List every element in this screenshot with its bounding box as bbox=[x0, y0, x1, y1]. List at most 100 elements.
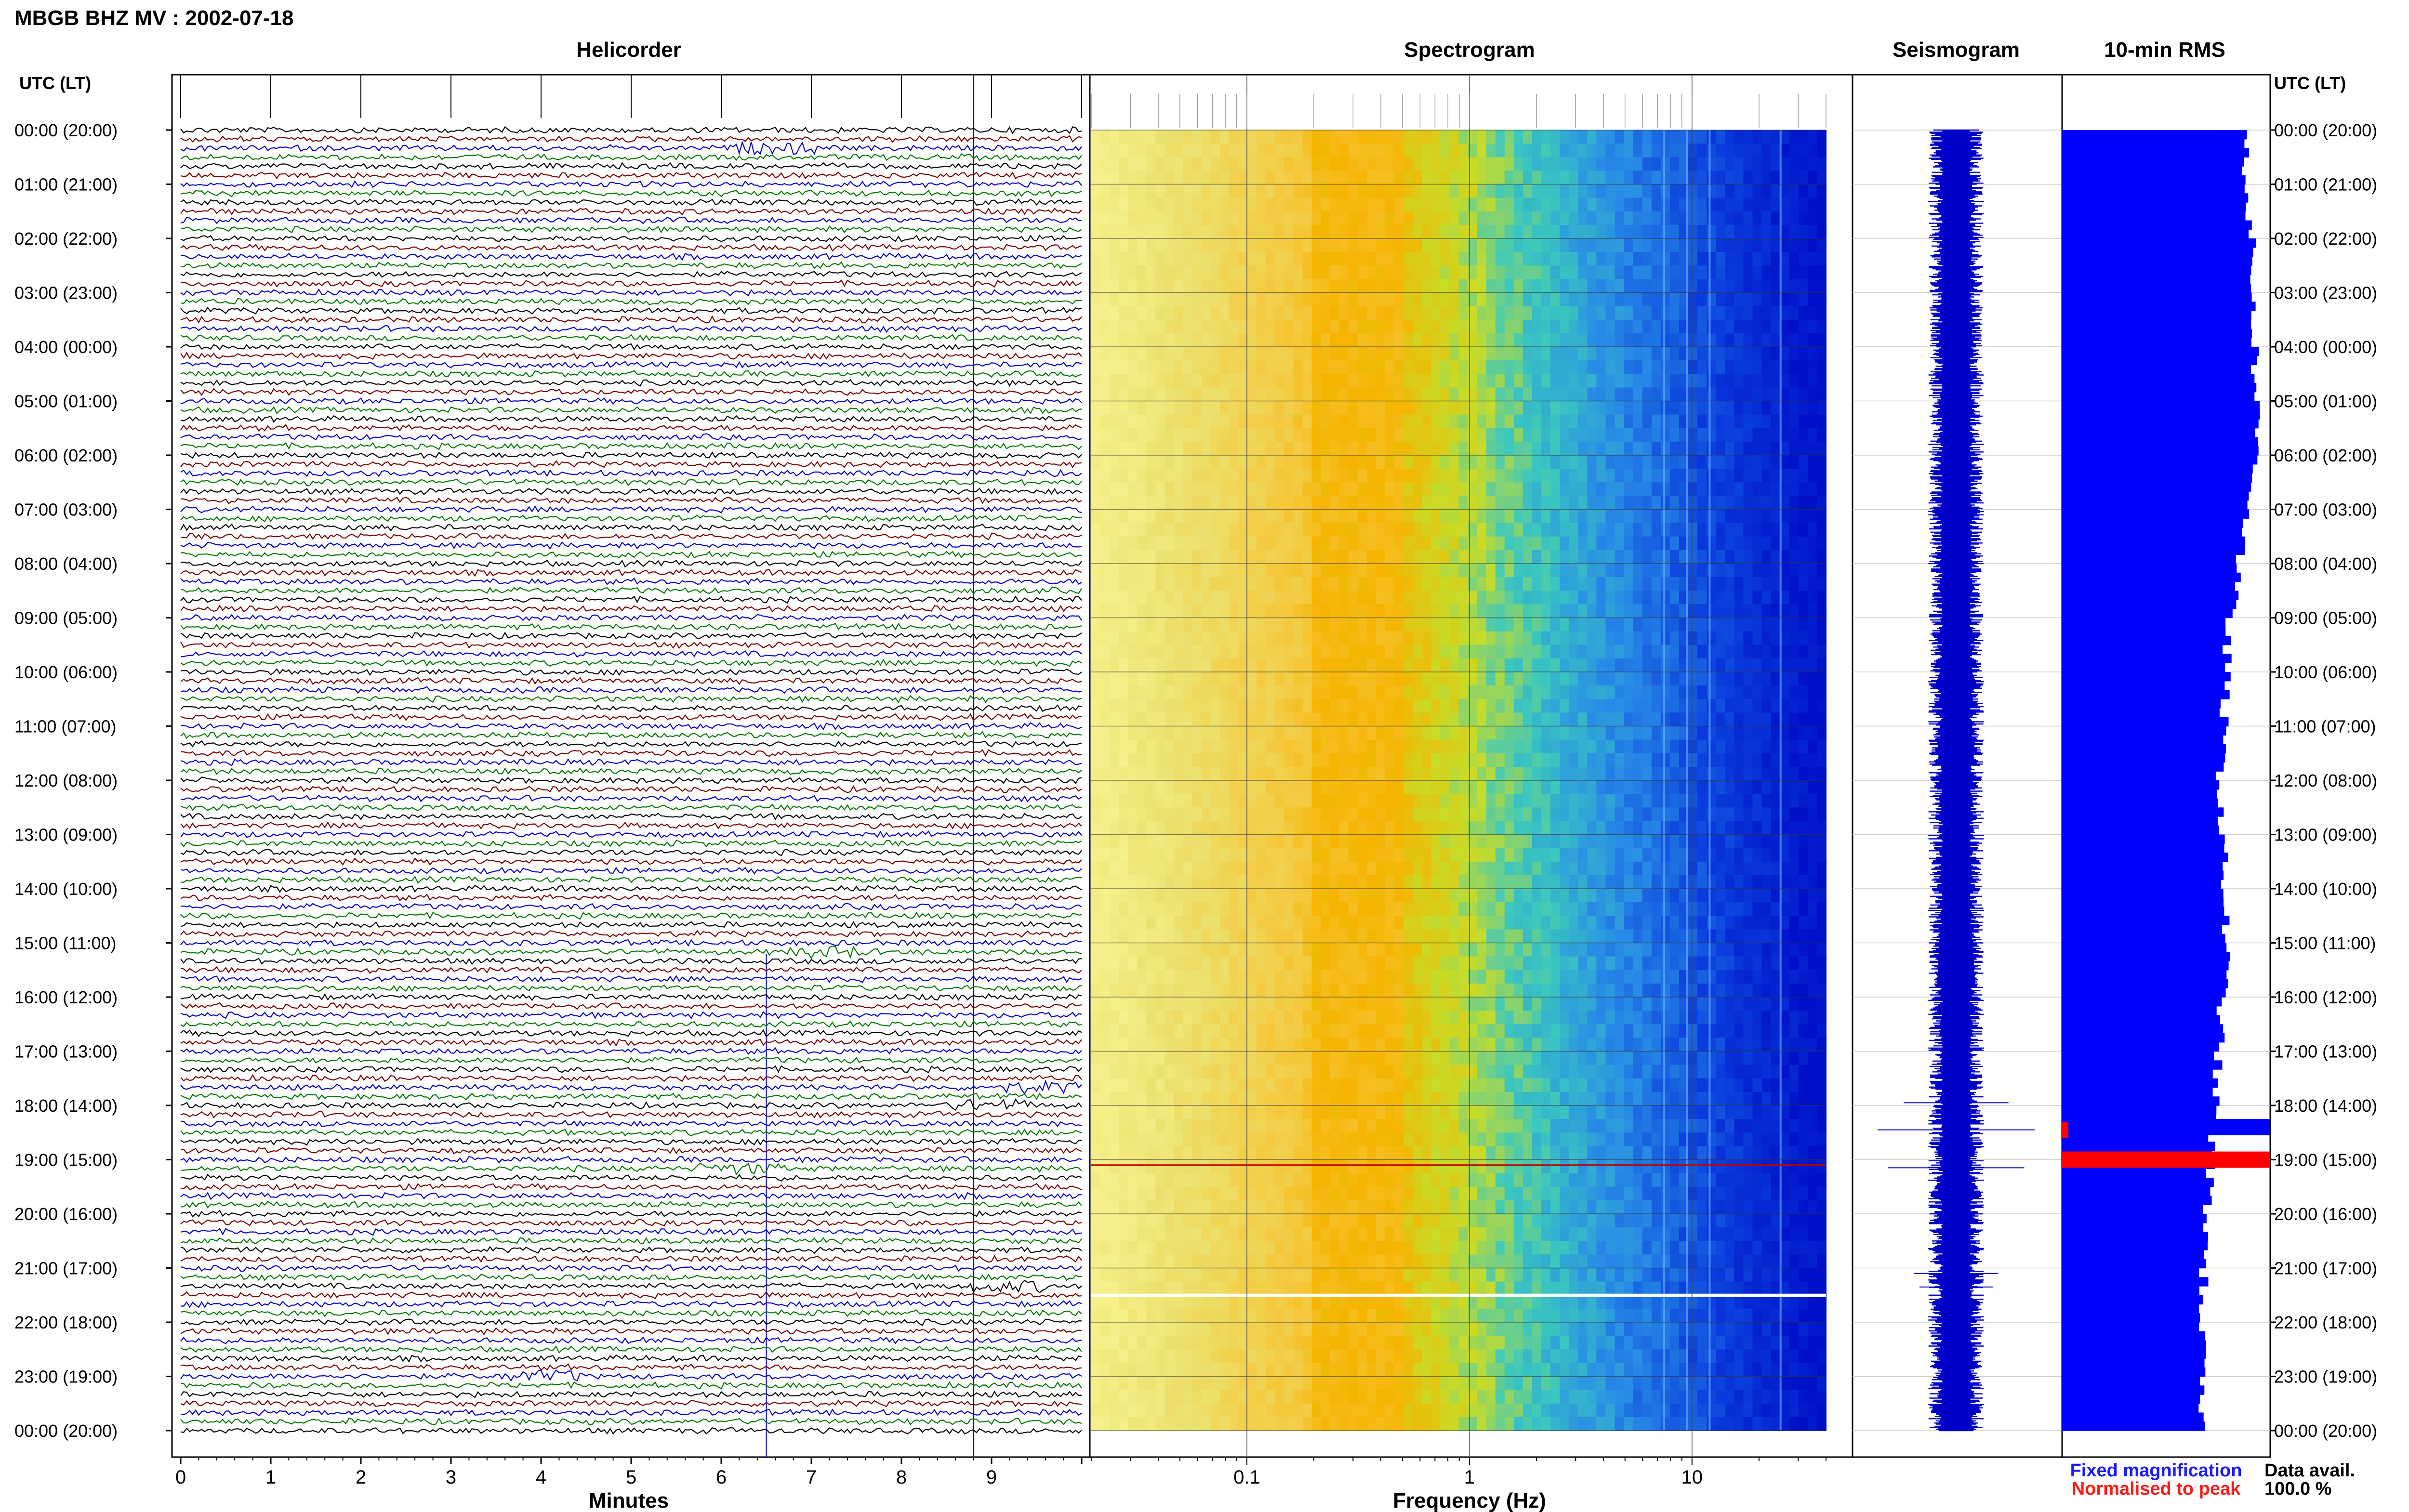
spectrogram-cell bbox=[1596, 834, 1606, 849]
spectrogram-cell bbox=[1743, 685, 1753, 700]
spectrogram-cell bbox=[1560, 807, 1570, 822]
spectrogram-cell bbox=[1137, 699, 1147, 713]
spectrogram-cell bbox=[1477, 834, 1487, 849]
spectrogram-cell bbox=[1174, 644, 1184, 659]
spectrogram-cell bbox=[1513, 807, 1523, 822]
spectrogram-cell bbox=[1771, 902, 1781, 917]
spectrogram-cell bbox=[1807, 712, 1817, 727]
spectrogram-cell bbox=[1816, 279, 1827, 293]
spectrogram-cell bbox=[1210, 726, 1220, 740]
spectrogram-cell bbox=[1771, 455, 1781, 470]
spectrogram-cell bbox=[1522, 902, 1533, 917]
spectrogram-cell bbox=[1816, 306, 1827, 320]
spectrogram-cell bbox=[1146, 536, 1156, 551]
spectrogram-cell bbox=[1578, 564, 1588, 578]
spectrogram-cell bbox=[1504, 631, 1514, 645]
spectrogram-cell bbox=[1440, 184, 1450, 198]
spectrogram-cell bbox=[1155, 224, 1165, 239]
spectrogram-cell bbox=[1413, 496, 1423, 510]
spectrogram-cell bbox=[1210, 916, 1220, 930]
spectrogram-cell bbox=[1275, 441, 1285, 456]
spectrogram-cell bbox=[1302, 509, 1312, 524]
spectrogram-cell bbox=[1146, 929, 1156, 944]
spectrogram-cell bbox=[1348, 252, 1358, 266]
spectrogram-cell bbox=[1339, 441, 1349, 456]
spectrogram-cell bbox=[1615, 564, 1625, 578]
spectrogram-cell bbox=[1238, 509, 1248, 524]
spectrogram-cell bbox=[1697, 618, 1707, 632]
spectrogram-cell bbox=[1229, 374, 1239, 388]
helicorder-trace bbox=[180, 1227, 1082, 1236]
spectrogram-cell bbox=[1330, 604, 1340, 618]
spectrogram-cell bbox=[1137, 658, 1147, 672]
spectrogram-cell bbox=[1642, 766, 1652, 781]
spectrogram-cell bbox=[1257, 631, 1267, 645]
spectrogram-cell bbox=[1798, 306, 1808, 320]
spectrogram-cell bbox=[1110, 279, 1120, 293]
spectrogram-cell bbox=[1155, 509, 1165, 524]
spectrogram-cell bbox=[1522, 564, 1533, 578]
spectrogram-cell bbox=[1219, 644, 1230, 659]
spectrogram-cell bbox=[1155, 712, 1165, 727]
spectrogram-cell bbox=[1688, 360, 1698, 375]
spectrogram-cell bbox=[1716, 739, 1726, 754]
spectrogram-cell bbox=[1210, 238, 1220, 253]
spectrogram-cell bbox=[1716, 712, 1726, 727]
spectrogram-cell bbox=[1596, 333, 1606, 347]
spectrogram-cell bbox=[1293, 265, 1303, 280]
spectrogram-cell bbox=[1734, 496, 1744, 510]
spectrogram-cell bbox=[1165, 672, 1175, 686]
spectrogram-cell bbox=[1624, 184, 1634, 198]
spectrogram-cell bbox=[1330, 469, 1340, 483]
spectrogram-cell bbox=[1431, 374, 1441, 388]
spectrogram-cell bbox=[1376, 238, 1386, 253]
spectrogram-cell bbox=[1165, 319, 1175, 334]
spectrogram-cell bbox=[1385, 604, 1395, 618]
spectrogram-cell bbox=[1458, 360, 1469, 375]
spectrogram-cell bbox=[1522, 523, 1533, 537]
spectrogram-cell bbox=[1110, 157, 1120, 171]
spectrogram-cell bbox=[1816, 509, 1827, 524]
helicorder-trace bbox=[180, 1279, 1082, 1294]
spectrogram-cell bbox=[1688, 644, 1698, 659]
spectrogram-cell bbox=[1468, 279, 1478, 293]
spectrogram-cell bbox=[1091, 428, 1101, 442]
spectrogram-cell bbox=[1440, 902, 1450, 917]
spectrogram-cell bbox=[1816, 685, 1827, 700]
spectrogram-cell bbox=[1761, 482, 1772, 497]
spectrogram-cell bbox=[1458, 699, 1469, 713]
spectrogram-cell bbox=[1752, 523, 1762, 537]
spectrogram-cell bbox=[1366, 292, 1377, 307]
spectrogram-cell bbox=[1348, 130, 1358, 145]
spectrogram-cell bbox=[1229, 916, 1239, 930]
spectrogram-cell bbox=[1707, 726, 1717, 740]
spectrogram-cell bbox=[1431, 144, 1441, 158]
spectrogram-cell bbox=[1789, 279, 1799, 293]
spectrogram-cell bbox=[1532, 753, 1542, 767]
spectrogram-cell bbox=[1633, 428, 1643, 442]
spectrogram-cell bbox=[1816, 672, 1827, 686]
helicorder-trace bbox=[180, 225, 1082, 234]
spectrogram-cell bbox=[1816, 347, 1827, 361]
spectrogram-cell bbox=[1440, 387, 1450, 402]
spectrogram-cell bbox=[1348, 211, 1358, 225]
spectrogram-cell bbox=[1440, 211, 1450, 225]
spectrogram-cell bbox=[1321, 672, 1331, 686]
spectrogram-cell bbox=[1697, 902, 1707, 917]
spectrogram-cell bbox=[1569, 387, 1579, 402]
spectrogram-cell bbox=[1293, 834, 1303, 849]
spectrogram-cell bbox=[1587, 618, 1597, 632]
spectrogram-cell bbox=[1413, 780, 1423, 795]
spectrogram-cell bbox=[1413, 184, 1423, 198]
spectrogram-cell bbox=[1100, 130, 1111, 145]
spectrogram-cell bbox=[1311, 184, 1322, 198]
spectrogram-cell bbox=[1366, 265, 1377, 280]
spectrogram-cell bbox=[1165, 564, 1175, 578]
spectrogram-cell bbox=[1615, 482, 1625, 497]
spectrogram-cell bbox=[1229, 739, 1239, 754]
spectrogram-cell bbox=[1229, 130, 1239, 145]
spectrogram-cell bbox=[1293, 441, 1303, 456]
spectrogram-cell bbox=[1210, 550, 1220, 564]
spectrogram-cell bbox=[1468, 604, 1478, 618]
spectrogram-cell bbox=[1174, 726, 1184, 740]
